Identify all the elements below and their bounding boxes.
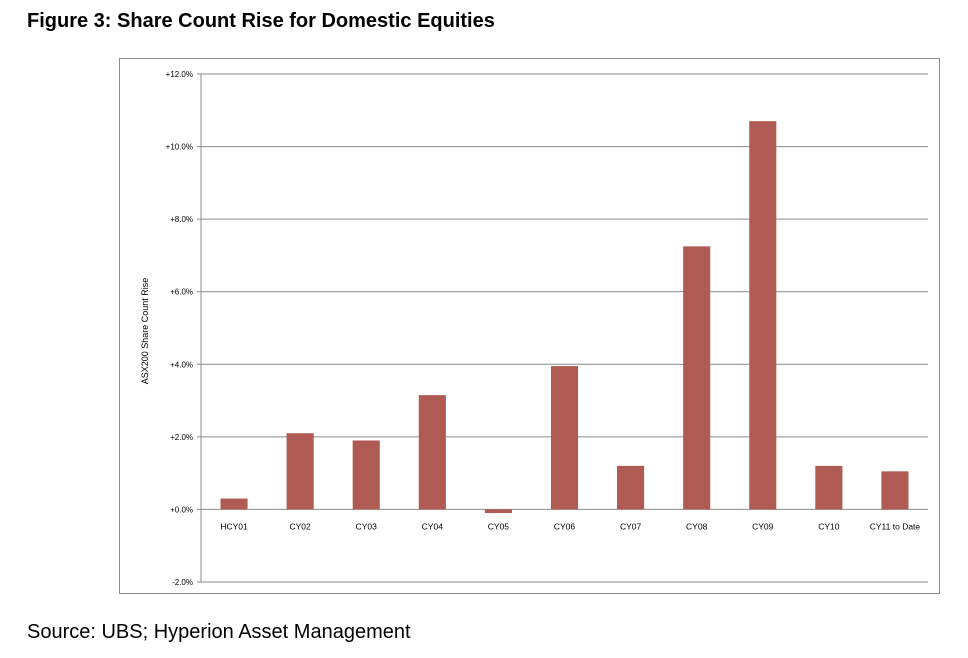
- x-tick-label-6: CY07: [620, 521, 642, 531]
- bars: [220, 121, 909, 514]
- x-tick-label-1: CY02: [290, 521, 312, 531]
- x-tick-label-0: HCY01: [220, 521, 248, 531]
- figure-title: Figure 3: Share Count Rise for Domestic …: [27, 10, 495, 32]
- y-tick-label-0: -2.0%: [172, 578, 193, 587]
- x-tick-label-7: CY08: [686, 521, 708, 531]
- y-tick-label-5: +8.0%: [170, 215, 193, 224]
- bar-cy05: [484, 509, 512, 514]
- bar-cy02: [286, 433, 314, 510]
- bar-cy11-to-date: [881, 471, 909, 510]
- y-tick-label-2: +2.0%: [170, 433, 193, 442]
- x-tick-label-4: CY05: [488, 521, 510, 531]
- bar-cy03: [352, 440, 380, 510]
- chart-frame: ASX200 Share Count Rise -2.0% +0.0% +2.0% +…: [119, 58, 940, 594]
- x-tick-label-10: CY11 to Date: [870, 521, 921, 531]
- y-tick-label-6: +10.0%: [166, 143, 193, 152]
- bar-cy10: [815, 465, 843, 510]
- bar-cy06: [550, 366, 579, 510]
- bar-cy09: [749, 121, 777, 510]
- y-tick-label-1: +0.0%: [170, 505, 193, 514]
- bar-hcy01: [220, 498, 248, 510]
- x-tick-labels: HCY01 CY02 CY03 CY04 CY05 CY06 CY07 CY08 CY09 CY1…: [220, 521, 920, 531]
- x-tick-label-2: CY03: [356, 521, 378, 531]
- x-tick-label-3: CY04: [422, 521, 444, 531]
- y-tick-label-7: +12.0%: [166, 70, 193, 79]
- y-axis-label: ASX200 Share Count Rise: [140, 278, 150, 385]
- bar-cy04: [418, 395, 446, 510]
- x-tick-label-8: CY09: [752, 521, 774, 531]
- y-tick-label-3: +4.0%: [170, 360, 193, 369]
- x-tick-label-5: CY06: [554, 521, 576, 531]
- y-tick-labels: -2.0% +0.0% +2.0% +4.0% +6.0% +8.0% +10.0% +12.…: [166, 70, 193, 587]
- x-tick-label-9: CY10: [818, 521, 840, 531]
- axes: [197, 73, 202, 583]
- bar-cy07: [617, 465, 645, 510]
- source-note: Source: UBS; Hyperion Asset Management: [27, 621, 411, 643]
- bar-chart: ASX200 Share Count Rise -2.0% +0.0% +2.0% +…: [140, 70, 928, 587]
- bar-cy08: [683, 246, 711, 510]
- y-tick-label-4: +6.0%: [170, 288, 193, 297]
